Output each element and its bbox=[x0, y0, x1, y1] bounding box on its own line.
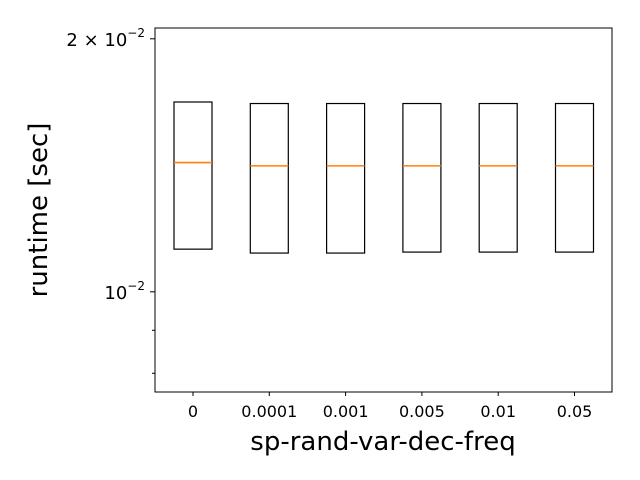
plot-content bbox=[173, 101, 595, 254]
x-tick-label: 0.001 bbox=[323, 402, 369, 421]
y-tick-label: 10−2 bbox=[104, 279, 145, 304]
x-tick-label: 0.05 bbox=[557, 402, 593, 421]
y-axis-label: runtime [sec] bbox=[24, 123, 54, 298]
y-axis-ticks: 2 × 10−2 10−2 bbox=[66, 26, 155, 374]
box-0.005 bbox=[402, 102, 442, 253]
box-0.0001 bbox=[249, 102, 289, 254]
x-axis-ticks: 0 0.0001 0.001 0.005 0.01 0.05 bbox=[188, 392, 592, 421]
x-tick-label: 0.01 bbox=[480, 402, 516, 421]
box-0.05 bbox=[554, 102, 595, 253]
y-tick-label: 2 × 10−2 bbox=[66, 26, 145, 51]
x-tick-label: 0.005 bbox=[399, 402, 445, 421]
box-0.001 bbox=[326, 102, 366, 254]
plot-frame bbox=[154, 27, 613, 393]
x-tick-label: 0.0001 bbox=[241, 402, 297, 421]
x-axis-label: sp-rand-var-dec-freq bbox=[250, 427, 515, 457]
box-0 bbox=[173, 101, 213, 250]
box-0.01 bbox=[478, 102, 518, 253]
x-tick-label: 0 bbox=[188, 402, 198, 421]
